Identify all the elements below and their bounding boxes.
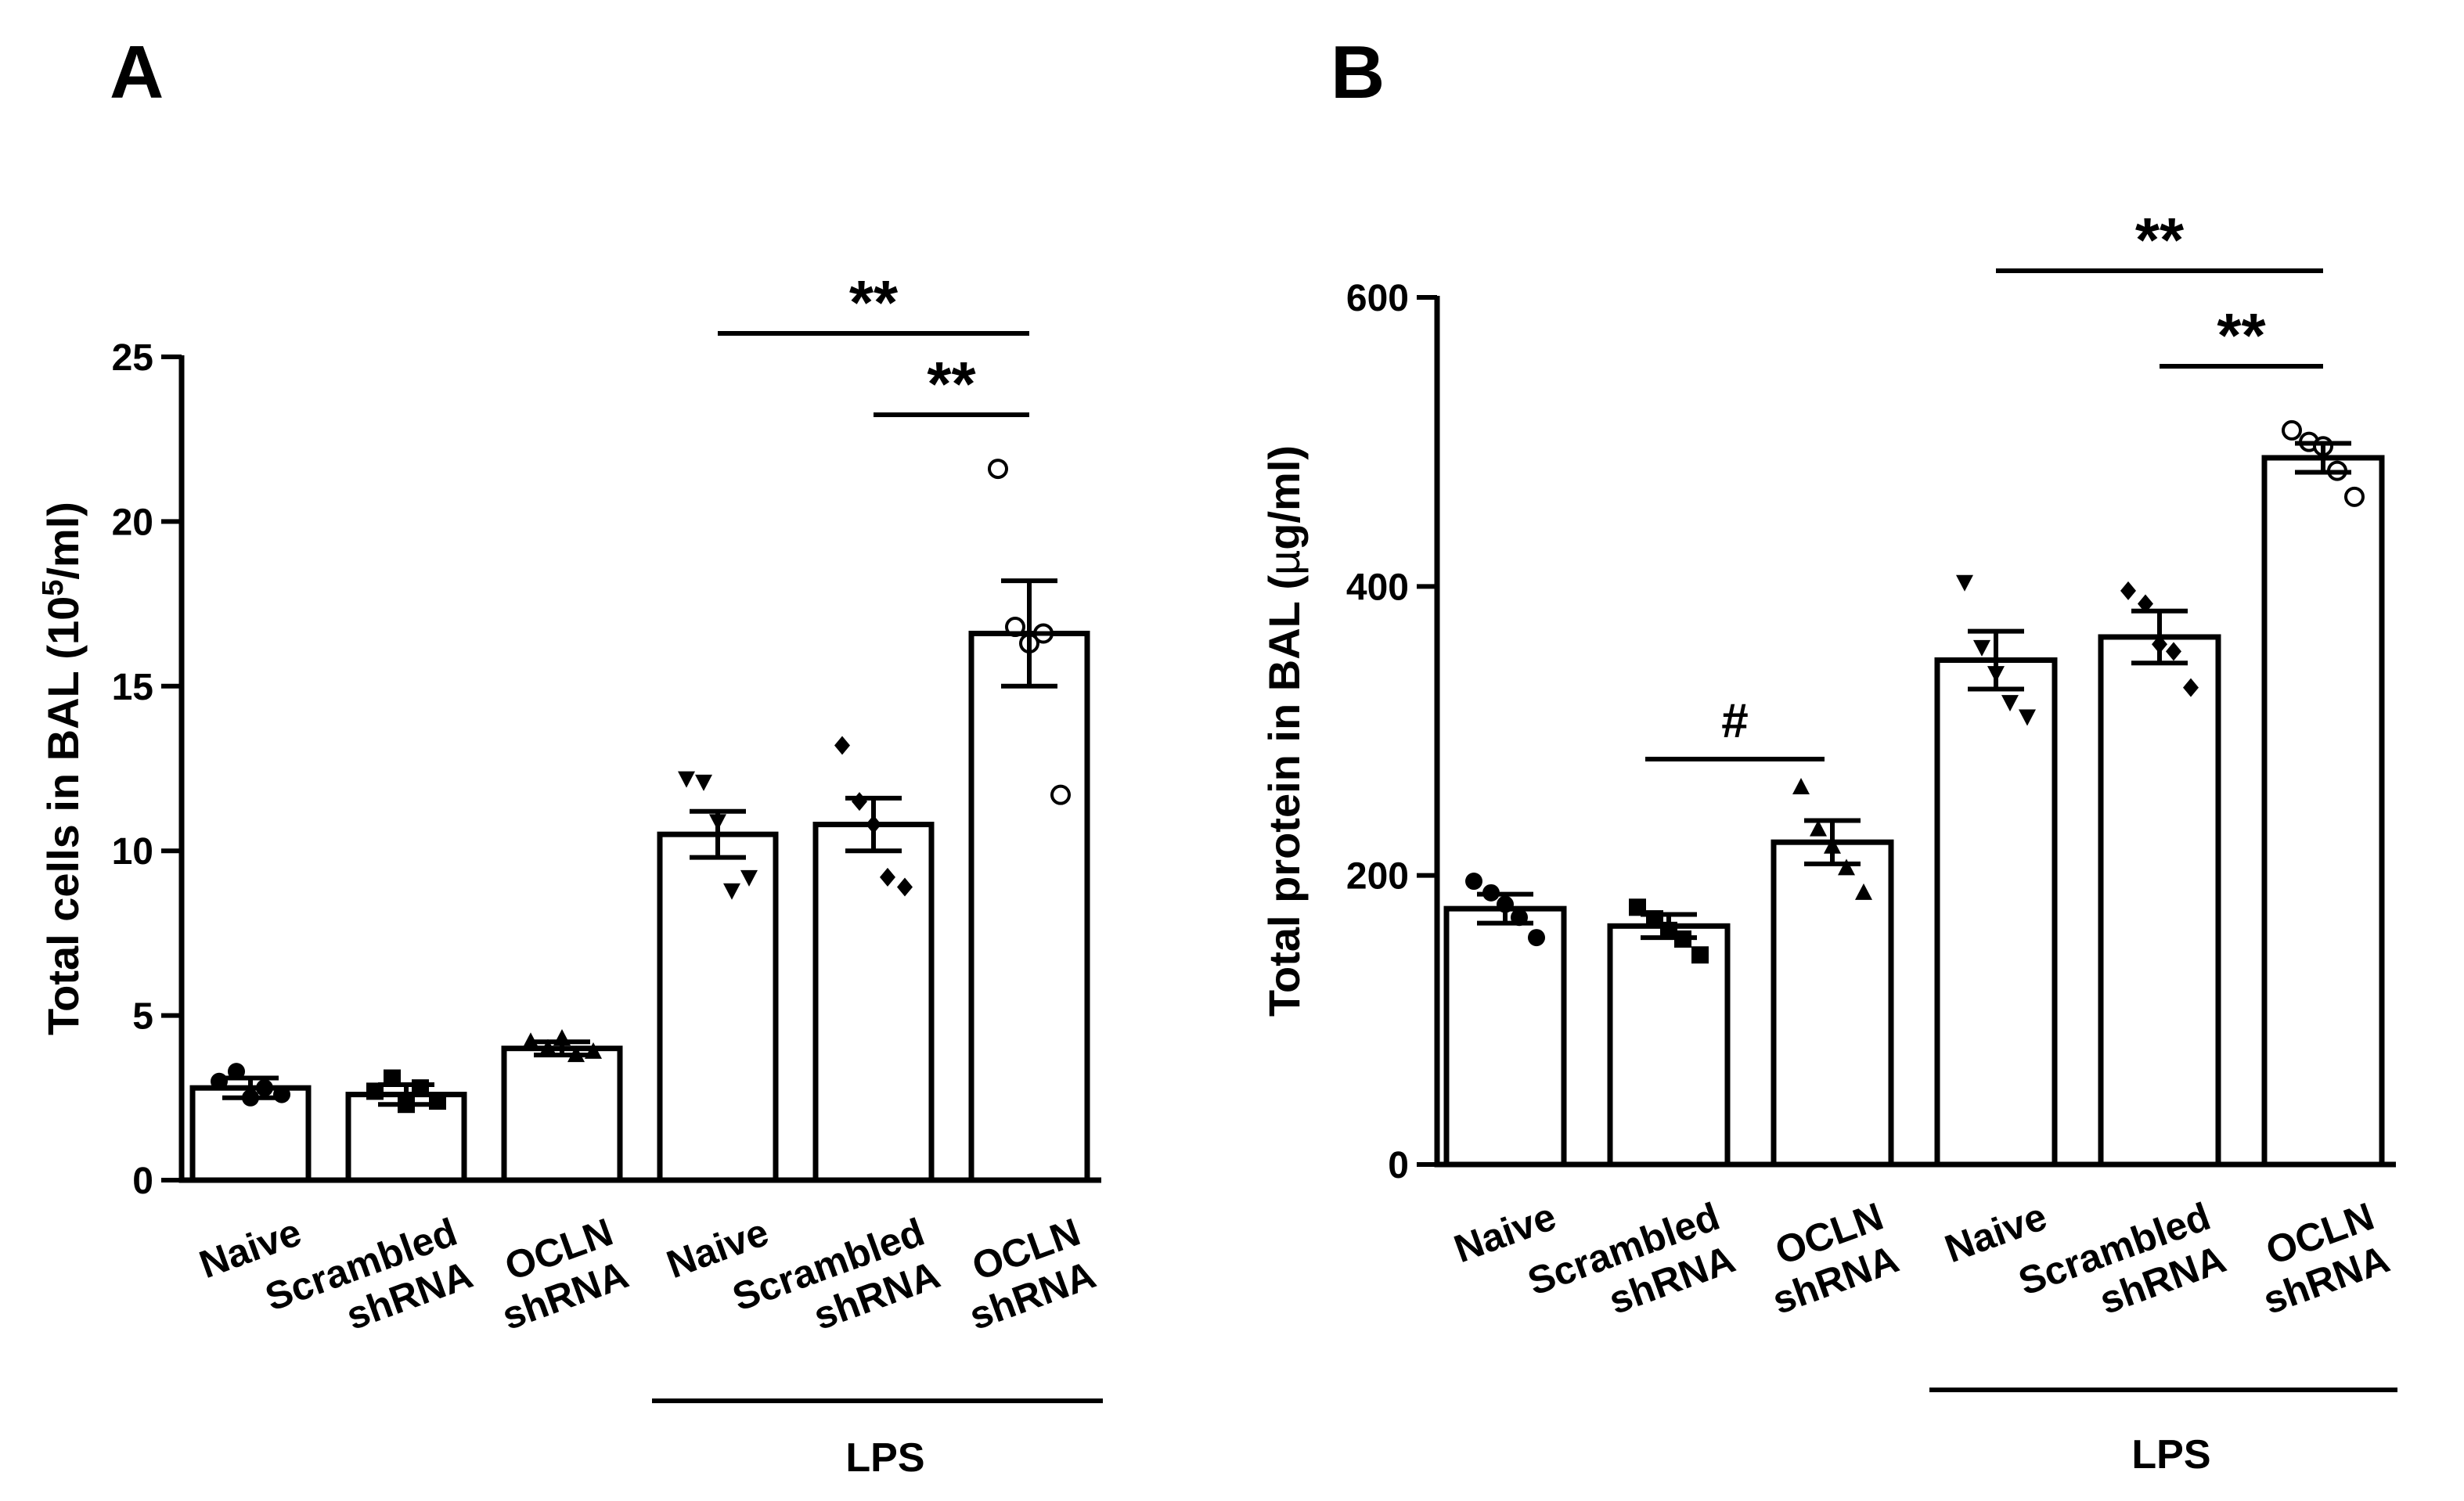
data-point: [1691, 946, 1709, 964]
y-tick-label: 400: [1346, 567, 1409, 608]
data-point: [1956, 574, 1973, 592]
data-point: [695, 774, 712, 791]
data-point: [2019, 709, 2036, 726]
panel-a-letter: A: [110, 31, 164, 114]
bar: [2261, 455, 2385, 1168]
lps-group-label: LPS: [845, 1435, 924, 1481]
y-tick-label: 600: [1346, 278, 1409, 319]
data-point: [2166, 642, 2181, 661]
significance-label: #: [1721, 694, 1748, 748]
data-point: [1855, 883, 1872, 900]
y-tick-label: 0: [1388, 1145, 1409, 1186]
data-point: [522, 1032, 539, 1049]
data-point: [1792, 778, 1810, 795]
data-point: [740, 869, 758, 887]
bar: [657, 831, 779, 1183]
data-point: [1528, 929, 1545, 947]
panel-b-letter: B: [1331, 31, 1385, 114]
data-point: [988, 459, 1008, 480]
y-axis-label: Total cells in BAL (105/ml): [37, 502, 88, 1035]
data-point: [678, 771, 695, 788]
data-point: [1050, 784, 1071, 805]
data-point: [1838, 858, 1855, 876]
data-point: [2138, 594, 2153, 614]
y-axis-label-part: /ml): [38, 502, 88, 580]
data-point: [852, 792, 867, 812]
data-point: [723, 883, 740, 900]
data-point: [2282, 419, 2302, 441]
data-point: [880, 867, 895, 887]
data-point: [2183, 678, 2199, 697]
panel-b: B 0 200 400 600 Total protein in BAL (µg/ml)…: [1259, 31, 2397, 1478]
bar: [1443, 905, 1567, 1168]
x-tick-label: ScrambledshRNA: [1522, 1194, 1741, 1347]
x-tick-label: OCLNshRNA: [2242, 1194, 2395, 1323]
bar: [1771, 839, 1894, 1168]
data-point: [2001, 695, 2019, 712]
y-axis-label: Total protein in BAL (µg/ml): [1259, 445, 1309, 1017]
y-tick-label: 15: [112, 667, 153, 708]
bar: [968, 630, 1090, 1183]
y-tick-label: 200: [1346, 856, 1409, 898]
data-point: [1629, 898, 1646, 916]
data-point: [2344, 486, 2365, 507]
y-axis-label-mu: µ: [1259, 550, 1309, 575]
y-axis-label-part: Total protein in BAL (: [1259, 575, 1309, 1017]
bar: [501, 1046, 623, 1183]
y-tick-label: 25: [112, 337, 153, 379]
y-tick-label: 10: [112, 831, 153, 873]
significance-label: **: [2217, 301, 2266, 370]
y-axis-label-superscript: 5: [37, 580, 70, 596]
significance-label: **: [849, 268, 899, 337]
y-tick-label: 20: [112, 502, 153, 543]
y-axis-label-part: g/ml): [1259, 445, 1309, 550]
significance-label: **: [927, 349, 976, 419]
data-point: [1973, 639, 1990, 657]
bar: [812, 822, 935, 1183]
bar: [2098, 634, 2221, 1168]
data-point: [834, 736, 850, 755]
data-point: [897, 877, 913, 897]
data-point: [2120, 581, 2136, 600]
y-axis-label-part: Total cells in BAL (10: [38, 596, 88, 1035]
significance-label: **: [2135, 205, 2185, 275]
bar: [1934, 657, 2058, 1168]
y-tick-label: 5: [132, 996, 153, 1038]
data-point: [1465, 873, 1482, 891]
data-point: [1810, 819, 1827, 837]
y-tick-label: 0: [132, 1161, 153, 1202]
lps-group-label: LPS: [2131, 1432, 2210, 1478]
x-tick-label: ScrambledshRNA: [2013, 1194, 2232, 1347]
x-tick-label: OCLNshRNA: [948, 1210, 1101, 1338]
bar: [1607, 923, 1731, 1168]
x-tick-label: OCLNshRNA: [481, 1210, 634, 1338]
x-tick-label: OCLNshRNA: [1751, 1194, 1904, 1323]
